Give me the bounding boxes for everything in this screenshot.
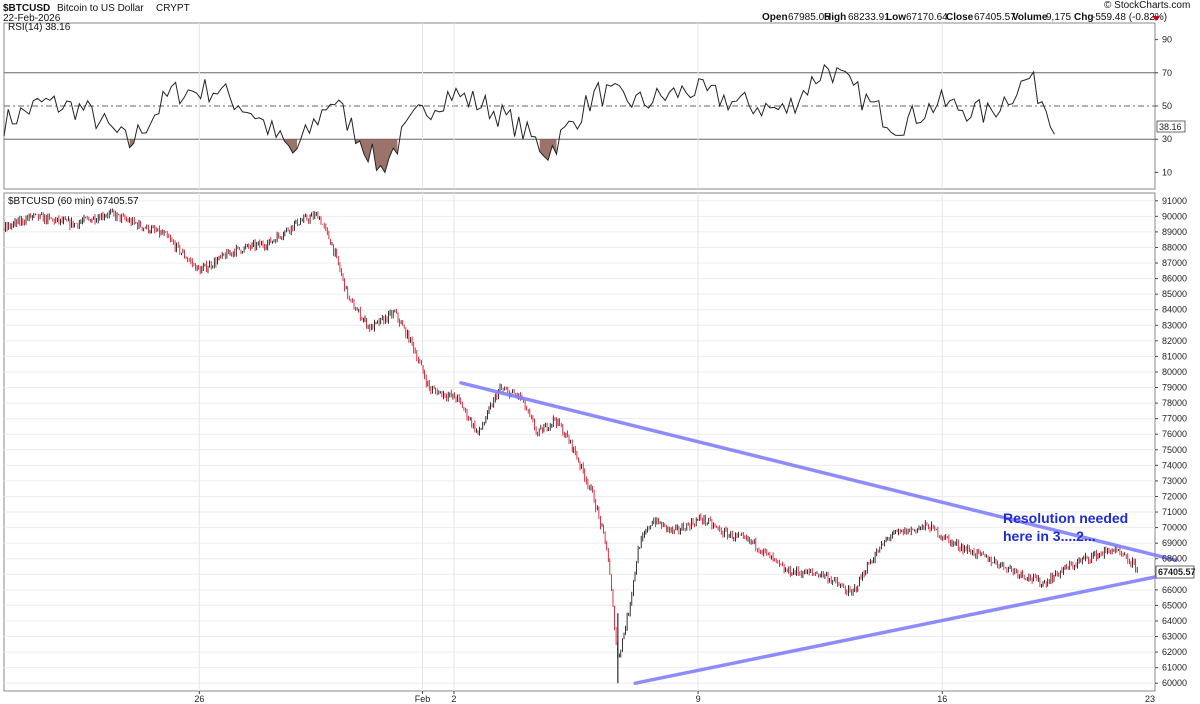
price-tick-label-87000: 87000 xyxy=(1162,258,1187,268)
price-last-value: 67405.57 xyxy=(1158,567,1196,577)
annotation-line-2: here in 3....2... xyxy=(1003,528,1096,544)
instrument-name: Bitcoin to US Dollar xyxy=(57,3,144,14)
low-value: 67170.64 xyxy=(906,12,948,23)
open-label: Open xyxy=(762,12,788,23)
rsi-tick-label-10: 10 xyxy=(1162,167,1172,177)
trendlines xyxy=(459,381,1178,685)
exchange-label: CRYPT xyxy=(156,3,190,14)
price-tick-label-66000: 66000 xyxy=(1162,585,1187,595)
price-tick-label-88000: 88000 xyxy=(1162,242,1187,252)
price-tick-label-78000: 78000 xyxy=(1162,398,1187,408)
price-last-value-box xyxy=(1155,565,1195,579)
date-tick-label-3: 9 xyxy=(696,694,701,704)
rsi-oversold-area-3 xyxy=(539,139,557,161)
high-label: High xyxy=(824,12,846,23)
date-tick-label-0: 26 xyxy=(194,694,204,704)
price-tick-label-60000: 60000 xyxy=(1162,678,1187,688)
rsi-tick-label-50: 50 xyxy=(1162,101,1172,111)
price-title: $BTCUSD (60 min) 67405.57 xyxy=(8,196,139,207)
price-tick-label-62000: 62000 xyxy=(1162,647,1187,657)
brand-label: © StockCharts.com xyxy=(1104,0,1190,11)
date-axis: 26 Feb 2 9 16 23 xyxy=(194,691,1155,704)
price-tick-label-81000: 81000 xyxy=(1162,351,1187,361)
price-tick-label-76000: 76000 xyxy=(1162,429,1187,439)
rsi-oversold-area-0 xyxy=(129,139,134,148)
volume-value: 9,175 xyxy=(1046,12,1071,23)
annotation-line-1: Resolution needed xyxy=(1003,510,1128,526)
chart-date: 22-Feb-2026 xyxy=(3,13,61,24)
high-value: 68233.91 xyxy=(848,12,890,23)
price-tick-label-63000: 63000 xyxy=(1162,632,1187,642)
date-tick-label-1: Feb xyxy=(415,694,431,704)
price-tick-label-77000: 77000 xyxy=(1162,414,1187,424)
trendline-upper xyxy=(459,381,1178,563)
price-tick-label-68000: 68000 xyxy=(1162,554,1187,564)
price-panel xyxy=(3,192,1156,692)
rsi-gridlines xyxy=(4,23,1155,189)
rsi-oversold-area-1 xyxy=(284,139,297,153)
date-tick-label-2: 2 xyxy=(451,694,456,704)
rsi-line xyxy=(3,63,1055,174)
price-tick-label-69000: 69000 xyxy=(1162,538,1187,548)
price-tick-label-74000: 74000 xyxy=(1162,460,1187,470)
rsi-last-value: 38.16 xyxy=(1159,122,1182,132)
trendline-lower xyxy=(633,570,1178,685)
change-value: -559.48 (-0.82%) xyxy=(1092,12,1167,23)
price-tick-label-80000: 80000 xyxy=(1162,367,1187,377)
close-value: 67405.57 xyxy=(974,12,1016,23)
price-tick-label-89000: 89000 xyxy=(1162,227,1187,237)
price-tick-label-83000: 83000 xyxy=(1162,320,1187,330)
open-value: 67985.05 xyxy=(788,12,830,23)
price-tick-label-84000: 84000 xyxy=(1162,305,1187,315)
rsi-tick-label-90: 90 xyxy=(1162,35,1172,45)
price-tick-label-75000: 75000 xyxy=(1162,445,1187,455)
price-tick-label-86000: 86000 xyxy=(1162,274,1187,284)
price-tick-label-64000: 64000 xyxy=(1162,616,1187,626)
price-tick-label-70000: 70000 xyxy=(1162,523,1187,533)
symbol-title: $BTCUSD xyxy=(3,3,50,14)
price-tick-label-79000: 79000 xyxy=(1162,383,1187,393)
price-candles xyxy=(3,208,1138,684)
change-label: Chg xyxy=(1074,12,1093,23)
rsi-axis: 10 30 50 70 90 xyxy=(1155,35,1172,177)
date-tick-label-5: 23 xyxy=(1145,694,1155,704)
rsi-last-value-box xyxy=(1156,120,1186,133)
volume-label: Volume xyxy=(1012,12,1048,23)
rsi-tick-label-30: 30 xyxy=(1162,134,1172,144)
price-tick-label-73000: 73000 xyxy=(1162,476,1187,486)
price-tick-label-82000: 82000 xyxy=(1162,336,1187,346)
low-label: Low xyxy=(886,12,906,23)
price-tick-label-61000: 61000 xyxy=(1162,663,1187,673)
price-gridlines xyxy=(4,193,1155,691)
rsi-title: RSI(14) 38.16 xyxy=(8,22,71,33)
close-label: Close xyxy=(946,12,974,23)
price-tick-label-71000: 71000 xyxy=(1162,507,1187,517)
price-tick-label-91000: 91000 xyxy=(1162,196,1187,206)
down-arrow-icon xyxy=(1152,16,1160,21)
price-tick-label-65000: 65000 xyxy=(1162,600,1187,610)
rsi-tick-label-70: 70 xyxy=(1162,68,1172,78)
price-tick-label-72000: 72000 xyxy=(1162,491,1187,501)
price-axis: 6000061000620006300064000650006600067000… xyxy=(1155,196,1187,688)
price-tick-label-85000: 85000 xyxy=(1162,289,1187,299)
date-tick-label-4: 16 xyxy=(937,694,947,704)
price-tick-label-90000: 90000 xyxy=(1162,211,1187,221)
